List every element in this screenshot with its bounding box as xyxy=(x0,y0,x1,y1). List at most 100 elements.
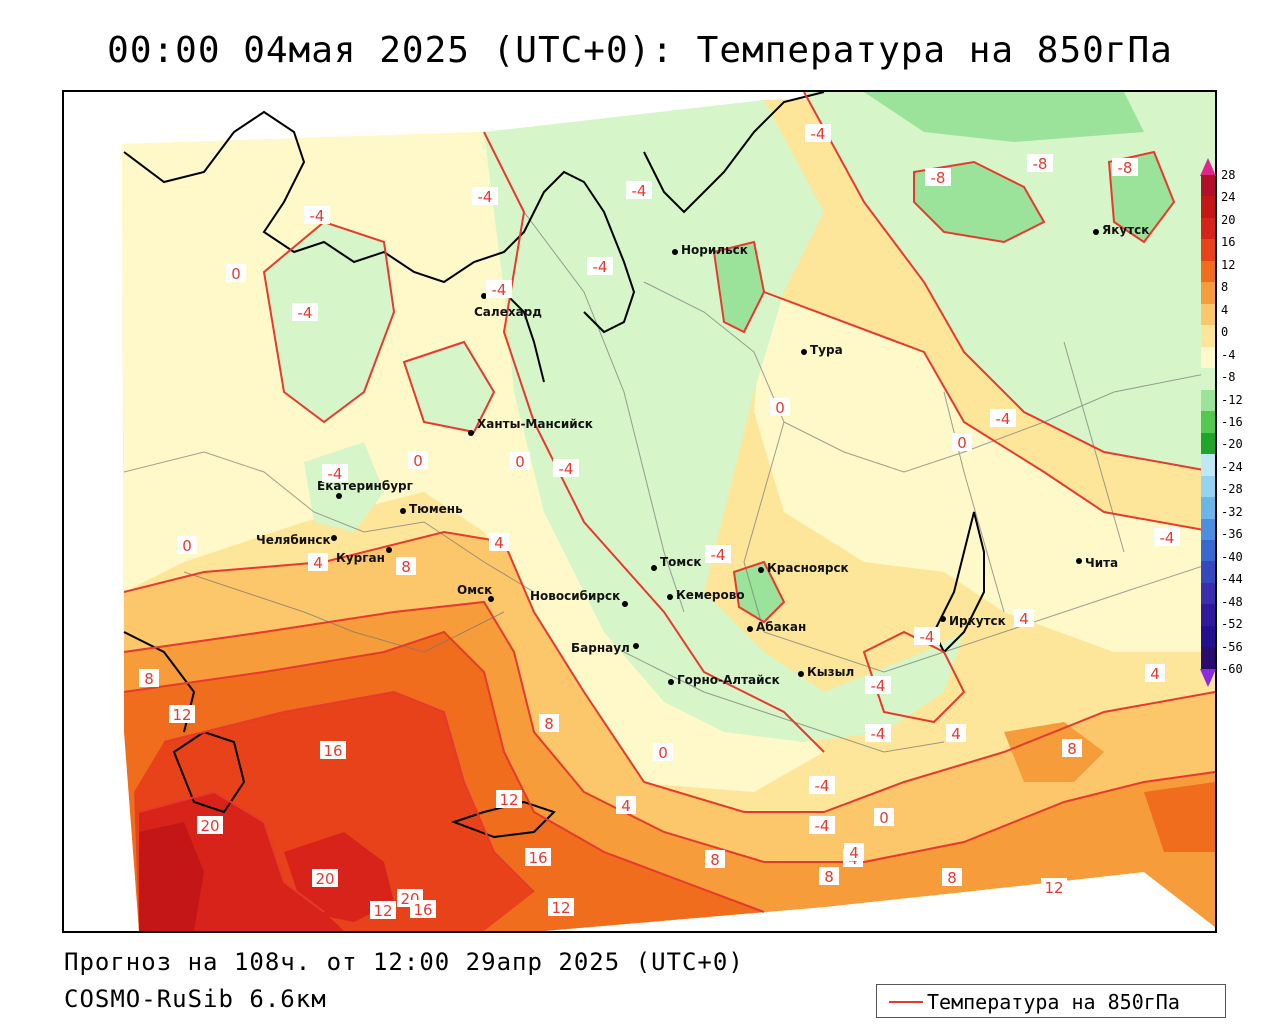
city-abakan[interactable]: Абакан xyxy=(747,620,806,634)
svg-text:0: 0 xyxy=(182,537,192,555)
contour-label: 8 xyxy=(705,850,725,869)
city-norilsk[interactable]: Норильск xyxy=(672,243,748,257)
city-salekhard[interactable]: Салехард xyxy=(474,293,542,319)
colorbar-segment xyxy=(1201,389,1215,412)
contour-label: 8 xyxy=(819,867,839,886)
city-label: Челябинск xyxy=(256,533,331,547)
contour-label: 0 xyxy=(408,451,428,470)
svg-text:-4: -4 xyxy=(593,258,608,276)
colorbar-segment xyxy=(1201,454,1215,476)
city-barnaul[interactable]: Барнаул xyxy=(571,641,639,655)
colorbar-tick-label: -40 xyxy=(1221,549,1243,564)
map-legend: Температура на 850гПа xyxy=(876,984,1226,1018)
city-omsk[interactable]: Омск xyxy=(457,583,494,602)
colorbar-tick-label: -24 xyxy=(1221,459,1243,474)
svg-text:-4: -4 xyxy=(632,182,647,200)
forecast-info: Прогноз на 108ч. от 12:00 29апр 2025 (UT… xyxy=(64,948,744,976)
contour-label: -4 xyxy=(990,409,1016,428)
city-irkutsk[interactable]: Иркутск xyxy=(940,614,1006,628)
temperature-map: Норильск Якутск Салехард Тура Ханты-Манс… xyxy=(62,90,1217,933)
svg-text:-4: -4 xyxy=(492,281,507,299)
contour-label: -4 xyxy=(553,459,579,478)
svg-text:20: 20 xyxy=(315,870,334,888)
contour-label: -4 xyxy=(914,627,940,646)
contour-label: 16 xyxy=(410,900,436,919)
svg-text:4: 4 xyxy=(1019,610,1029,628)
city-chelyabinsk[interactable]: Челябинск xyxy=(256,533,337,547)
svg-text:16: 16 xyxy=(528,849,547,867)
colorbar-tick-label: -4 xyxy=(1221,347,1236,362)
svg-text:20: 20 xyxy=(200,817,219,835)
model-name: COSMO-RuSib 6.6км xyxy=(64,985,327,1013)
svg-text:-4: -4 xyxy=(1160,529,1175,547)
contour-label: -4 xyxy=(1154,528,1180,547)
colorbar-segment xyxy=(1201,282,1215,304)
colorbar-segment xyxy=(1201,582,1215,605)
contour-label: 12 xyxy=(548,898,574,917)
colorbar-segment xyxy=(1201,239,1215,261)
city-label: Ханты-Мансийск xyxy=(477,417,593,431)
colorbar-tick-label: -28 xyxy=(1221,482,1243,497)
contour-label: 0 xyxy=(177,536,197,555)
colorbar-tick-label: -32 xyxy=(1221,504,1243,519)
colorbar-segment xyxy=(1201,625,1215,648)
contour-label: -4 xyxy=(292,303,318,322)
colorbar-segment xyxy=(1201,217,1215,240)
city-khanty-mansiysk[interactable]: Ханты-Мансийск xyxy=(468,417,593,436)
svg-text:0: 0 xyxy=(879,809,889,827)
svg-text:4: 4 xyxy=(313,554,323,572)
svg-text:12: 12 xyxy=(373,902,392,920)
city-label: Тюмень xyxy=(409,502,463,516)
contour-label: 0 xyxy=(952,433,972,452)
contour-label: -4 xyxy=(587,257,613,276)
contour-label: -4 xyxy=(809,776,835,795)
svg-text:4: 4 xyxy=(849,844,859,862)
colorbar-tick-label: -60 xyxy=(1221,662,1243,676)
city-yakutsk[interactable]: Якутск xyxy=(1093,223,1149,237)
colorbar-tick-label: 24 xyxy=(1221,190,1236,205)
svg-text:0: 0 xyxy=(957,434,967,452)
svg-text:8: 8 xyxy=(544,715,554,733)
isotherms xyxy=(123,92,1215,913)
city-tyumen[interactable]: Тюмень xyxy=(400,502,463,516)
contour-label: 4 xyxy=(489,533,509,552)
svg-text:-4: -4 xyxy=(478,188,493,206)
svg-text:-8: -8 xyxy=(1118,159,1133,177)
colorbar-tick-label: 4 xyxy=(1221,302,1229,317)
contour-label: -4 xyxy=(626,181,652,200)
city-label: Кемерово xyxy=(676,588,745,602)
city-chita[interactable]: Чита xyxy=(1076,556,1118,570)
city-yekaterinburg[interactable]: Екатеринбург xyxy=(317,479,413,499)
city-label: Норильск xyxy=(681,243,748,257)
city-kemerovo[interactable]: Кемерово xyxy=(667,588,745,602)
legend-label: Температура на 850гПа xyxy=(927,990,1180,1014)
map-canvas: Норильск Якутск Салехард Тура Ханты-Манс… xyxy=(64,92,1215,931)
contour-label: -8 xyxy=(1027,154,1053,173)
svg-text:4: 4 xyxy=(1150,665,1160,683)
svg-text:8: 8 xyxy=(144,670,154,688)
colorbar-tick-label: -52 xyxy=(1221,617,1243,632)
city-tomsk[interactable]: Томск xyxy=(651,555,702,571)
svg-text:-8: -8 xyxy=(931,169,946,187)
city-tura[interactable]: Тура xyxy=(801,343,843,357)
colorbar-tick-label: -48 xyxy=(1221,594,1243,609)
map-title: 00:00 04мая 2025 (UTC+0): Температура на… xyxy=(107,30,1173,71)
svg-text:0: 0 xyxy=(515,453,525,471)
city-gorno-altaysk[interactable]: Горно-Алтайск xyxy=(668,673,780,687)
contour-label: -4 xyxy=(865,676,891,695)
contour-label: -4 xyxy=(865,724,891,743)
contour-label: 4 xyxy=(1145,664,1165,683)
contour-label: -4 xyxy=(705,545,731,564)
contour-label: 4 xyxy=(616,796,636,815)
contour-label: 0 xyxy=(653,743,673,762)
city-novosibirsk[interactable]: Новосибирск xyxy=(530,589,628,607)
svg-text:12: 12 xyxy=(499,791,518,809)
city-kurgan[interactable]: Курган xyxy=(336,547,392,565)
svg-text:16: 16 xyxy=(323,742,342,760)
city-kyzyl[interactable]: Кызыл xyxy=(798,665,854,679)
svg-text:-4: -4 xyxy=(815,777,830,795)
contour-label: 16 xyxy=(320,741,346,760)
svg-text:-4: -4 xyxy=(871,677,886,695)
city-krasnoyarsk[interactable]: Красноярск xyxy=(758,561,849,575)
contour-label: 12 xyxy=(496,790,522,809)
